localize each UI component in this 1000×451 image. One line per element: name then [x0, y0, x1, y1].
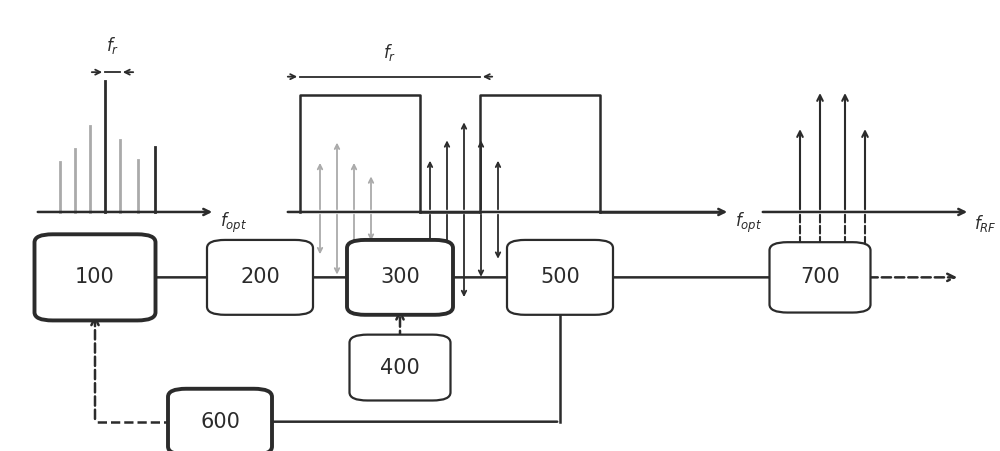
- Text: 300: 300: [380, 267, 420, 287]
- FancyBboxPatch shape: [207, 240, 313, 315]
- FancyBboxPatch shape: [347, 240, 453, 315]
- Text: 700: 700: [800, 267, 840, 287]
- Text: 200: 200: [240, 267, 280, 287]
- FancyBboxPatch shape: [350, 335, 450, 400]
- Text: 400: 400: [380, 358, 420, 377]
- Text: $f_{opt}$: $f_{opt}$: [220, 211, 247, 235]
- FancyBboxPatch shape: [168, 389, 272, 451]
- Text: $f_r$: $f_r$: [106, 35, 119, 56]
- FancyBboxPatch shape: [770, 242, 870, 313]
- Text: 600: 600: [200, 412, 240, 432]
- Text: 500: 500: [540, 267, 580, 287]
- Text: $f_{opt}$: $f_{opt}$: [735, 211, 762, 235]
- FancyBboxPatch shape: [34, 235, 156, 320]
- Text: $f_r$: $f_r$: [383, 42, 397, 63]
- FancyBboxPatch shape: [507, 240, 613, 315]
- Text: 100: 100: [75, 267, 115, 287]
- Text: $f_{RF}$: $f_{RF}$: [974, 213, 997, 234]
